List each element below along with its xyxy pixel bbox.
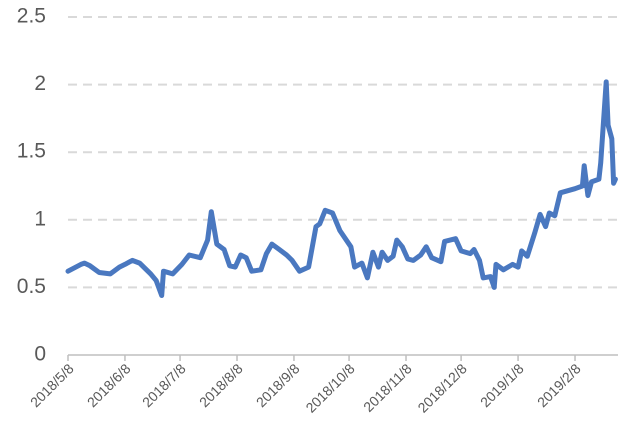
x-tick-label: 2018/7/8 (139, 360, 189, 410)
x-tick-label: 2018/9/8 (253, 360, 303, 410)
x-tick-label: 2018/5/8 (27, 360, 77, 410)
y-tick-label: 0.5 (17, 275, 46, 298)
x-tick-label: 2018/11/8 (360, 360, 415, 415)
y-tick-label: 0 (34, 343, 46, 366)
x-tick-label: 2018/6/8 (84, 360, 134, 410)
y-tick-label: 1.5 (17, 140, 46, 163)
line-series (65, 79, 618, 298)
y-tick-label: 2 (34, 72, 46, 95)
y-tick-label: 2.5 (17, 5, 46, 28)
x-tick-label: 2019/1/8 (477, 360, 527, 410)
x-tick-label: 2018/8/8 (196, 360, 246, 410)
x-tick-label: 2019/2/8 (534, 360, 584, 410)
y-tick-label: 1 (34, 207, 46, 230)
x-tick-label: 2018/12/8 (414, 360, 470, 416)
x-tick-label: 2018/10/8 (302, 360, 358, 416)
